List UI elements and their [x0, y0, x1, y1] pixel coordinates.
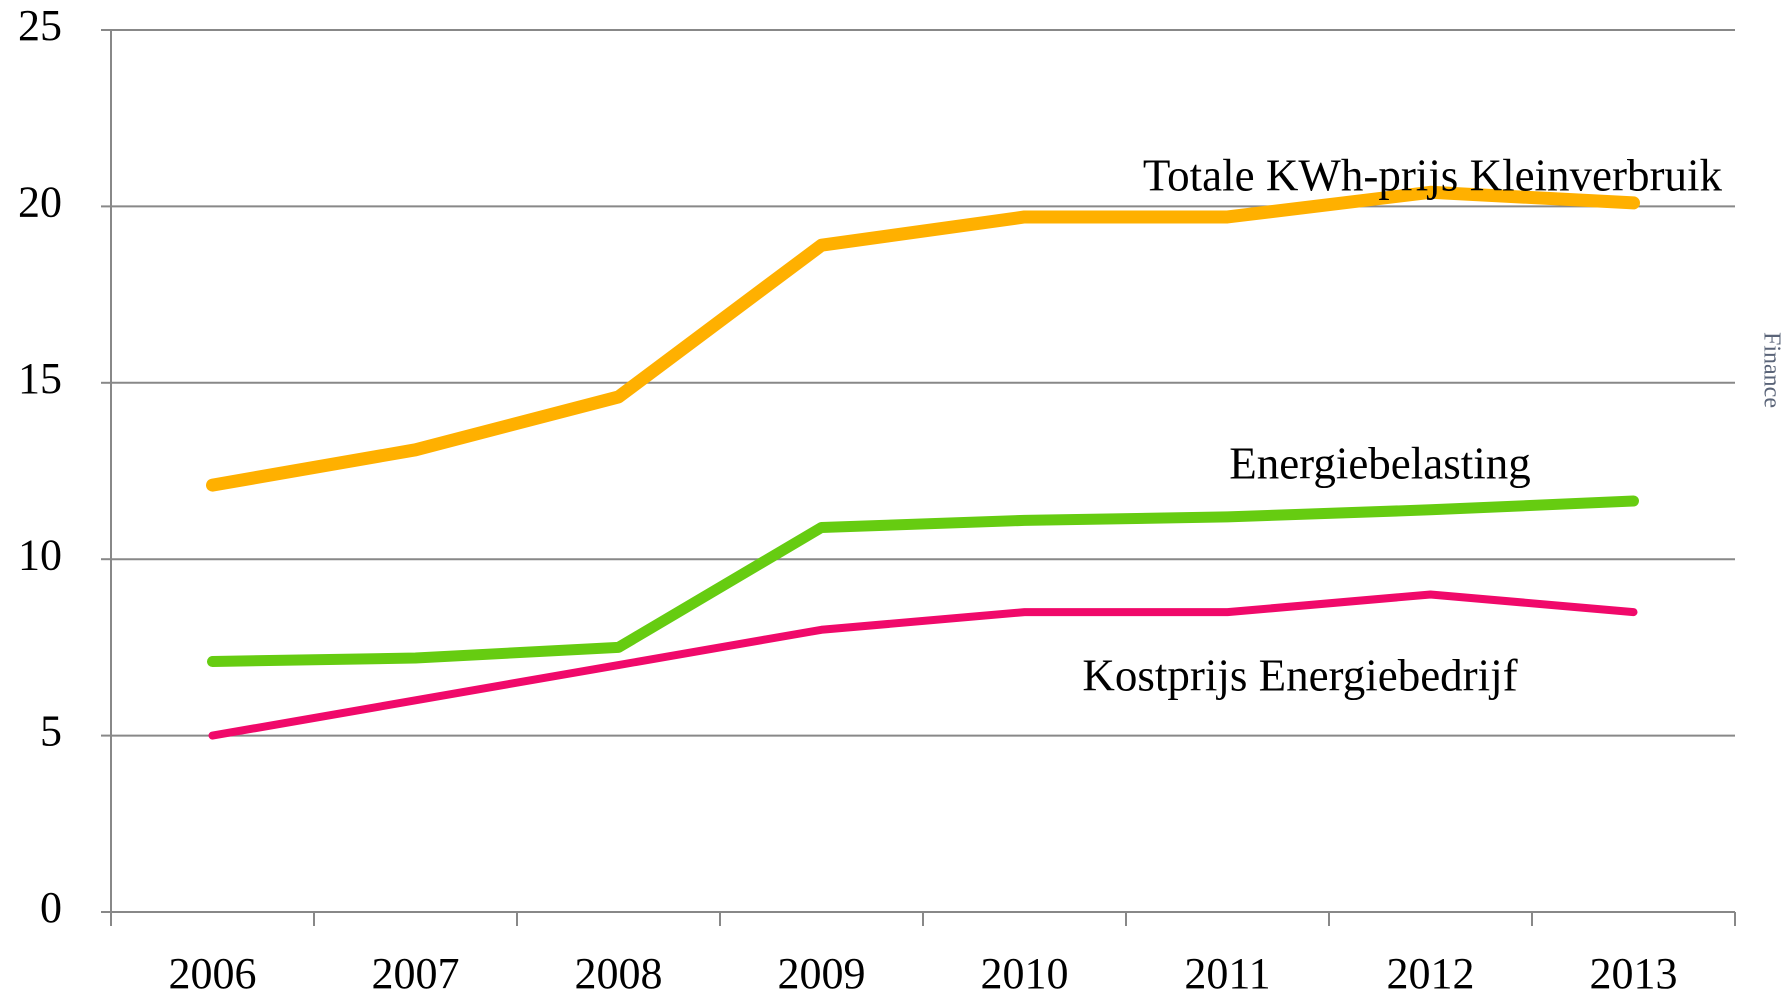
x-tick-label: 2007	[372, 949, 460, 998]
series-label: Kostprijs Energiebedrijf	[1082, 650, 1517, 700]
x-tick-label: 2006	[169, 949, 257, 998]
y-tick-label: 10	[18, 530, 62, 579]
x-tick-label: 2013	[1590, 949, 1678, 998]
series-label: Energiebelasting	[1229, 438, 1531, 488]
y-tick-label: 20	[18, 177, 62, 226]
x-tick-label: 2012	[1387, 949, 1475, 998]
series-label: Totale KWh-prijs Kleinverbruik	[1143, 150, 1723, 200]
y-tick-label: 0	[40, 883, 62, 932]
x-tick-label: 2010	[981, 949, 1069, 998]
series-line	[208, 590, 1638, 740]
y-tick-label: 5	[40, 707, 62, 756]
x-tick-label: 2008	[575, 949, 663, 998]
y-tick-label: 25	[18, 1, 62, 50]
x-tick-label: 2009	[778, 949, 866, 998]
series-line	[206, 185, 1640, 492]
x-tick-label: 2011	[1184, 949, 1270, 998]
series-line	[207, 495, 1639, 668]
y-tick-label: 15	[18, 354, 62, 403]
annotation: Finance	[1758, 332, 1784, 408]
